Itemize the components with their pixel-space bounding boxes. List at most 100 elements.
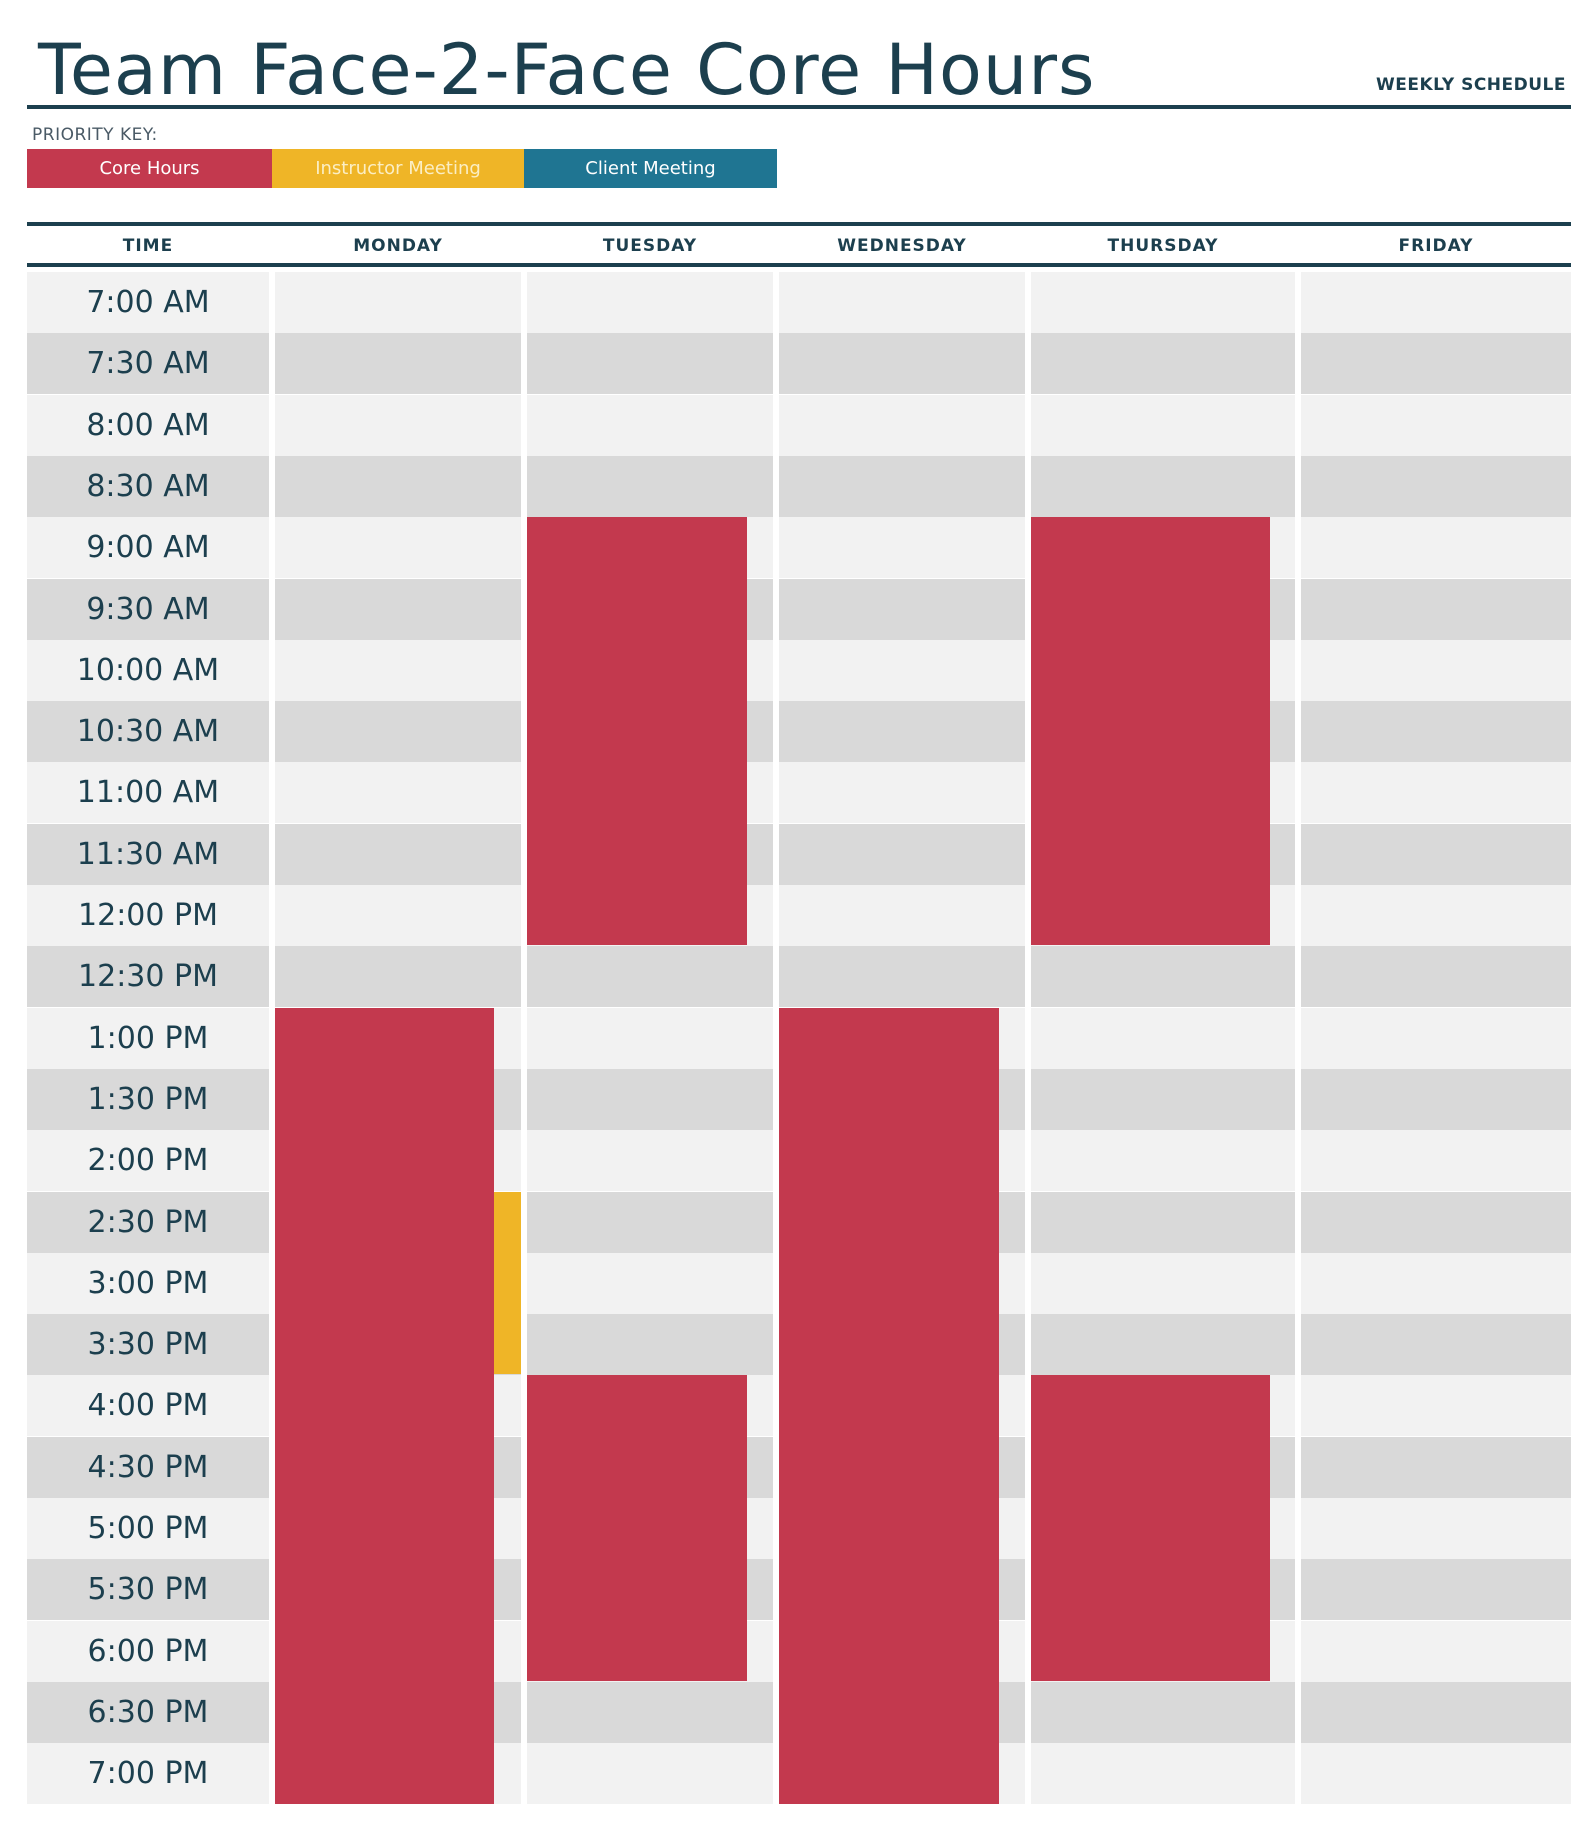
- slot-friday[interactable]: [1301, 1498, 1571, 1559]
- time-slot-label: 2:30 PM: [27, 1192, 269, 1253]
- slot-tuesday[interactable]: [527, 946, 773, 1007]
- slot-monday[interactable]: [275, 824, 521, 885]
- slot-wednesday[interactable]: [779, 456, 1025, 517]
- slot-tuesday[interactable]: [527, 272, 773, 333]
- slot-friday[interactable]: [1301, 1130, 1571, 1191]
- slot-monday[interactable]: [275, 579, 521, 640]
- time-slot-label: 5:30 PM: [27, 1559, 269, 1620]
- slot-friday[interactable]: [1301, 333, 1571, 394]
- slot-wednesday[interactable]: [779, 395, 1025, 456]
- slot-thursday[interactable]: [1031, 1130, 1295, 1191]
- slot-tuesday[interactable]: [527, 333, 773, 394]
- slot-tuesday[interactable]: [527, 1008, 773, 1069]
- slot-tuesday[interactable]: [527, 1069, 773, 1130]
- slot-monday[interactable]: [275, 272, 521, 333]
- slot-monday[interactable]: [275, 456, 521, 517]
- slot-wednesday[interactable]: [779, 885, 1025, 946]
- slot-tuesday[interactable]: [527, 1743, 773, 1804]
- slot-thursday[interactable]: [1031, 1008, 1295, 1069]
- key-core-hours: Core Hours: [27, 149, 272, 188]
- slot-monday[interactable]: [275, 640, 521, 701]
- slot-wednesday[interactable]: [779, 824, 1025, 885]
- slot-friday[interactable]: [1301, 1008, 1571, 1069]
- slot-thursday[interactable]: [1031, 1192, 1295, 1253]
- slot-thursday[interactable]: [1031, 1743, 1295, 1804]
- slot-friday[interactable]: [1301, 1682, 1571, 1743]
- slot-monday[interactable]: [275, 517, 521, 578]
- slot-friday[interactable]: [1301, 1314, 1571, 1375]
- slot-wednesday[interactable]: [779, 333, 1025, 394]
- slot-wednesday[interactable]: [779, 762, 1025, 823]
- time-slot-label: 3:30 PM: [27, 1314, 269, 1375]
- core-hours-block[interactable]: [527, 517, 747, 945]
- key-client-meeting: Client Meeting: [524, 149, 777, 188]
- slot-friday[interactable]: [1301, 946, 1571, 1007]
- time-slot-label: 3:00 PM: [27, 1253, 269, 1314]
- priority-key: Core Hours Instructor Meeting Client Mee…: [27, 149, 777, 188]
- slot-friday[interactable]: [1301, 701, 1571, 762]
- slot-tuesday[interactable]: [527, 1130, 773, 1191]
- time-slot-label: 11:30 AM: [27, 824, 269, 885]
- slot-wednesday[interactable]: [779, 579, 1025, 640]
- slot-monday[interactable]: [275, 946, 521, 1007]
- slot-friday[interactable]: [1301, 1375, 1571, 1436]
- slot-friday[interactable]: [1301, 272, 1571, 333]
- slot-friday[interactable]: [1301, 1437, 1571, 1498]
- slot-monday[interactable]: [275, 333, 521, 394]
- slot-thursday[interactable]: [1031, 456, 1295, 517]
- slot-thursday[interactable]: [1031, 1314, 1295, 1375]
- slot-monday[interactable]: [275, 395, 521, 456]
- slot-friday[interactable]: [1301, 824, 1571, 885]
- slot-friday[interactable]: [1301, 640, 1571, 701]
- slot-thursday[interactable]: [1031, 272, 1295, 333]
- time-slot-label: 4:00 PM: [27, 1375, 269, 1436]
- slot-thursday[interactable]: [1031, 946, 1295, 1007]
- slot-monday[interactable]: [275, 701, 521, 762]
- slot-friday[interactable]: [1301, 1559, 1571, 1620]
- slot-friday[interactable]: [1301, 517, 1571, 578]
- slot-friday[interactable]: [1301, 395, 1571, 456]
- slot-wednesday[interactable]: [779, 946, 1025, 1007]
- slot-tuesday[interactable]: [527, 1314, 773, 1375]
- slot-monday[interactable]: [275, 762, 521, 823]
- slot-thursday[interactable]: [1031, 1253, 1295, 1314]
- time-slot-label: 7:30 AM: [27, 333, 269, 394]
- core-hours-block[interactable]: [1031, 1375, 1270, 1681]
- slot-friday[interactable]: [1301, 1192, 1571, 1253]
- slot-monday[interactable]: [275, 885, 521, 946]
- slot-thursday[interactable]: [1031, 395, 1295, 456]
- slot-friday[interactable]: [1301, 456, 1571, 517]
- slot-tuesday[interactable]: [527, 456, 773, 517]
- slot-thursday[interactable]: [1031, 333, 1295, 394]
- slot-friday[interactable]: [1301, 1253, 1571, 1314]
- time-slot-label: 1:30 PM: [27, 1069, 269, 1130]
- priority-key-label: PRIORITY KEY:: [32, 125, 158, 145]
- slot-tuesday[interactable]: [527, 395, 773, 456]
- slot-friday[interactable]: [1301, 1069, 1571, 1130]
- slot-thursday[interactable]: [1031, 1682, 1295, 1743]
- core-hours-block[interactable]: [1031, 517, 1270, 945]
- slot-thursday[interactable]: [1031, 1069, 1295, 1130]
- slot-friday[interactable]: [1301, 579, 1571, 640]
- slot-wednesday[interactable]: [779, 640, 1025, 701]
- slot-tuesday[interactable]: [527, 1682, 773, 1743]
- slot-wednesday[interactable]: [779, 701, 1025, 762]
- page-title: Team Face-2-Face Core Hours: [38, 29, 1096, 111]
- slot-tuesday[interactable]: [527, 1192, 773, 1253]
- core-hours-block[interactable]: [527, 1375, 747, 1681]
- core-hours-block[interactable]: [779, 1008, 999, 1804]
- time-slot-label: 2:00 PM: [27, 1130, 269, 1191]
- slot-tuesday[interactable]: [527, 1253, 773, 1314]
- core-hours-block[interactable]: [275, 1008, 494, 1804]
- slot-friday[interactable]: [1301, 762, 1571, 823]
- time-slot-label: 1:00 PM: [27, 1008, 269, 1069]
- slot-wednesday[interactable]: [779, 272, 1025, 333]
- slot-wednesday[interactable]: [779, 517, 1025, 578]
- time-slot-label: 9:00 AM: [27, 517, 269, 578]
- time-slot-label: 12:00 PM: [27, 885, 269, 946]
- slot-friday[interactable]: [1301, 1743, 1571, 1804]
- slot-friday[interactable]: [1301, 885, 1571, 946]
- schedule-header: TIME MONDAY TUESDAY WEDNESDAY THURSDAY F…: [0, 226, 1594, 263]
- instructor-meeting-block[interactable]: [494, 1192, 521, 1374]
- slot-friday[interactable]: [1301, 1621, 1571, 1682]
